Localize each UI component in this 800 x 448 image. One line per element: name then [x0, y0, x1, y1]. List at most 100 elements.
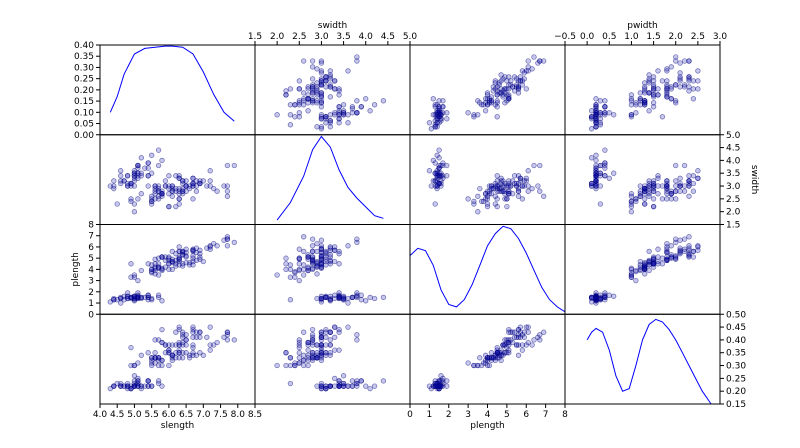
scatter-point-plength-vs-swidth-46: [354, 293, 360, 299]
scatter-point-slength-vs-swidth-113: [296, 98, 302, 104]
scatter-point-plength-vs-swidth-142: [305, 254, 311, 260]
scatter-point-plength-vs-pwidth-85: [655, 261, 661, 267]
scatter-point-swidth-vs-pwidth-19: [597, 162, 604, 169]
scatter-point-plength-vs-slength-98: [135, 277, 141, 284]
scatter-point-pwidth-vs-slength-79: [155, 362, 162, 369]
scatter-point-slength-vs-pwidth-128: [677, 84, 683, 90]
scatter-point-swidth-vs-slength-107: [211, 185, 217, 192]
scatter-point-pwidth-vs-plength-132: [515, 332, 522, 338]
scatter-point-pwidth-vs-plength-122: [537, 337, 543, 343]
scatter-point-plength-vs-slength-137: [180, 249, 186, 256]
scatter-point-slength-vs-swidth-31: [336, 104, 342, 110]
scatter-point-swidth-vs-slength-149: [162, 183, 169, 189]
scatter-point-swidth-vs-slength-142: [159, 191, 165, 197]
scatter-point-slength-vs-swidth-93: [287, 112, 294, 118]
scatter-point-swidth-vs-pwidth-38: [593, 183, 599, 189]
scatter-point-plength-vs-pwidth-137: [664, 249, 670, 256]
scatter-point-slength-vs-pwidth-130: [668, 64, 674, 70]
scatter-point-slength-vs-pwidth-114: [690, 96, 697, 102]
scatter-point-plength-vs-swidth-98: [296, 277, 302, 284]
scatter-point-slength-vs-plength-122: [537, 58, 543, 64]
scatter-point-swidth-vs-slength-122: [224, 188, 231, 194]
scatter-point-slength-vs-pwidth-85: [655, 92, 661, 98]
scatter-point-plength-vs-swidth-131: [354, 239, 360, 246]
scatter-point-slength-vs-swidth-98: [296, 110, 302, 116]
scatter-point-slength-vs-plength-142: [506, 96, 512, 102]
scatter-point-slength-vs-pwidth-49: [593, 112, 599, 118]
scatter-point-plength-vs-swidth-119: [283, 255, 289, 261]
scatter-point-plength-vs-swidth-130: [309, 243, 316, 249]
scatter-point-slength-vs-swidth-18: [354, 98, 360, 104]
scatter-point-slength-vs-pwidth-117: [681, 58, 688, 64]
scatter-point-pwidth-vs-slength-36: [149, 383, 155, 389]
scatter-point-swidth-vs-slength-113: [155, 196, 162, 202]
scatter-point-slength-vs-pwidth-136: [690, 86, 697, 92]
scatter-point-swidth-vs-pwidth-15: [602, 147, 608, 153]
scatter-point-pwidth-vs-swidth-132: [309, 332, 316, 338]
scatter-point-pwidth-vs-slength-59: [138, 352, 144, 358]
scatter-point-swidth-vs-pwidth-114: [690, 188, 697, 194]
scatter-point-plength-vs-swidth-41: [287, 297, 294, 303]
scatter-point-pwidth-vs-swidth-95: [318, 357, 325, 364]
scatter-point-pwidth-vs-swidth-145: [318, 329, 325, 335]
scatter-point-plength-vs-pwidth-13: [588, 299, 595, 305]
scatter-point-slength-vs-pwidth-79: [628, 98, 635, 104]
scatter-point-swidth-vs-pwidth-132: [681, 188, 688, 194]
scatter-point-plength-vs-swidth-14: [363, 298, 369, 304]
scatter-point-plength-vs-swidth-132: [309, 248, 316, 255]
scatter-point-slength-vs-swidth-39: [336, 110, 342, 116]
scatter-point-plength-vs-swidth-48: [349, 294, 356, 301]
scatter-point-pwidth-vs-swidth-98: [296, 360, 302, 366]
scatter-point-plength-vs-slength-93: [131, 274, 138, 280]
scatter-point-swidth-vs-plength-98: [465, 196, 471, 202]
scatter-point-slength-vs-plength-100: [523, 86, 529, 92]
scatter-point-swidth-vs-pwidth-148: [686, 173, 692, 179]
scatter-point-slength-vs-pwidth-54: [650, 82, 657, 88]
scatter-point-slength-vs-pwidth-81: [628, 102, 635, 108]
scatter-point-swidth-vs-plength-85: [494, 173, 500, 179]
scatter-point-plength-vs-swidth-8: [314, 295, 320, 302]
tick-label-slength-6: 7.0: [196, 410, 211, 420]
scatter-point-swidth-vs-slength-33: [149, 152, 155, 158]
scatter-point-swidth-vs-slength-129: [207, 183, 213, 189]
ytick-label-plength-0: 0: [88, 310, 94, 320]
scatter-point-slength-vs-swidth-38: [318, 124, 325, 130]
scatter-point-pwidth-vs-plength-131: [531, 337, 537, 343]
scatter-point-slength-vs-swidth-119: [283, 92, 289, 98]
scatter-point-swidth-vs-slength-108: [190, 196, 196, 202]
scatter-point-pwidth-vs-plength-46: [438, 383, 444, 389]
scatter-point-swidth-vs-slength-143: [193, 178, 200, 184]
scatter-point-swidth-vs-pwidth-99: [642, 188, 648, 194]
scatter-point-swidth-vs-slength-131: [231, 162, 237, 169]
scatter-point-pwidth-vs-swidth-146: [296, 339, 302, 346]
tick-label-slength-7: 7.5: [213, 410, 227, 420]
scatter-point-slength-vs-plength-36: [432, 102, 438, 108]
scatter-point-plength-vs-pwidth-134: [646, 248, 652, 255]
scatter-point-slength-vs-pwidth-132: [681, 84, 688, 90]
scatter-point-swidth-vs-plength-62: [484, 203, 491, 210]
scatter-point-pwidth-vs-slength-41: [114, 380, 120, 387]
scatter-point-plength-vs-pwidth-43: [611, 293, 617, 299]
scatter-point-swidth-vs-plength-87: [492, 201, 498, 207]
scatter-point-plength-vs-pwidth-147: [673, 253, 679, 259]
scatter-point-swidth-vs-plength-33: [434, 152, 440, 158]
scatter-point-slength-vs-swidth-16: [358, 104, 364, 110]
scatter-point-slength-vs-pwidth-102: [677, 70, 683, 76]
scatter-point-plength-vs-swidth-148: [336, 251, 342, 257]
scatter-point-slength-vs-swidth-25: [318, 112, 325, 118]
scatter-point-pwidth-vs-plength-43: [438, 373, 444, 379]
scatter-point-slength-vs-swidth-146: [296, 86, 302, 92]
scatter-point-slength-vs-swidth-109: [345, 68, 351, 74]
scatter-point-pwidth-vs-swidth-99: [309, 355, 316, 361]
scatter-point-swidth-vs-slength-84: [145, 183, 151, 189]
scatter-point-pwidth-vs-slength-49: [131, 383, 138, 389]
scatter-point-pwidth-vs-plength-117: [537, 332, 543, 338]
scatter-point-slength-vs-swidth-117: [354, 58, 360, 64]
scatter-point-swidth-vs-slength-106: [128, 196, 134, 202]
density-curve-plength: [409, 225, 566, 313]
scatter-point-slength-vs-swidth-92: [301, 96, 307, 102]
scatter-point-pwidth-vs-slength-131: [231, 337, 237, 343]
scatter-point-slength-vs-pwidth-84: [650, 104, 657, 110]
ytick-label-slength-4: 0.20: [74, 86, 94, 96]
